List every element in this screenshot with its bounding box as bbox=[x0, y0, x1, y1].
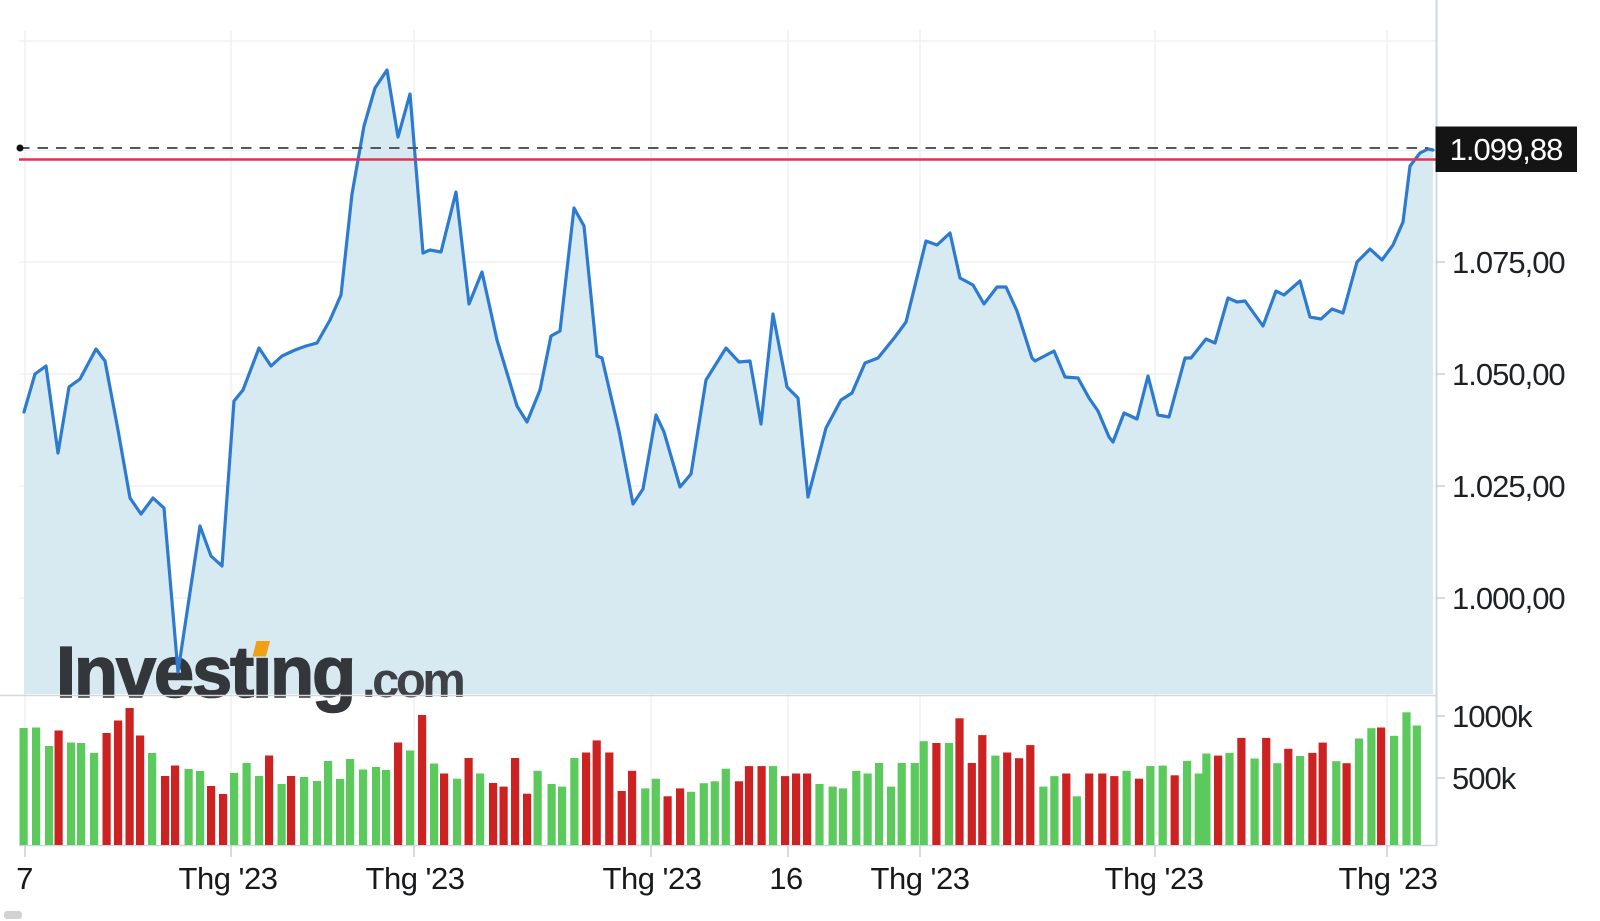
svg-text:500k: 500k bbox=[1452, 761, 1517, 796]
svg-text:Thg '23: Thg '23 bbox=[1105, 861, 1204, 896]
svg-text:1.025,00: 1.025,00 bbox=[1452, 469, 1565, 504]
svg-text:7: 7 bbox=[16, 861, 33, 896]
svg-text:16: 16 bbox=[769, 861, 802, 896]
svg-text:1000k: 1000k bbox=[1452, 699, 1533, 734]
svg-text:.com: .com bbox=[362, 654, 463, 708]
svg-text:1.000,00: 1.000,00 bbox=[1452, 581, 1565, 616]
svg-text:1.075,00: 1.075,00 bbox=[1452, 245, 1565, 280]
svg-text:1.099,88: 1.099,88 bbox=[1450, 132, 1563, 167]
svg-text:Thg '23: Thg '23 bbox=[871, 861, 970, 896]
svg-text:Investıng: Investıng bbox=[56, 633, 354, 713]
svg-text:Thg '23: Thg '23 bbox=[603, 861, 702, 896]
svg-text:Thg '23: Thg '23 bbox=[179, 861, 278, 896]
svg-text:Thg '23: Thg '23 bbox=[1339, 861, 1438, 896]
svg-text:Thg '23: Thg '23 bbox=[366, 861, 465, 896]
svg-text:1.050,00: 1.050,00 bbox=[1452, 357, 1565, 392]
